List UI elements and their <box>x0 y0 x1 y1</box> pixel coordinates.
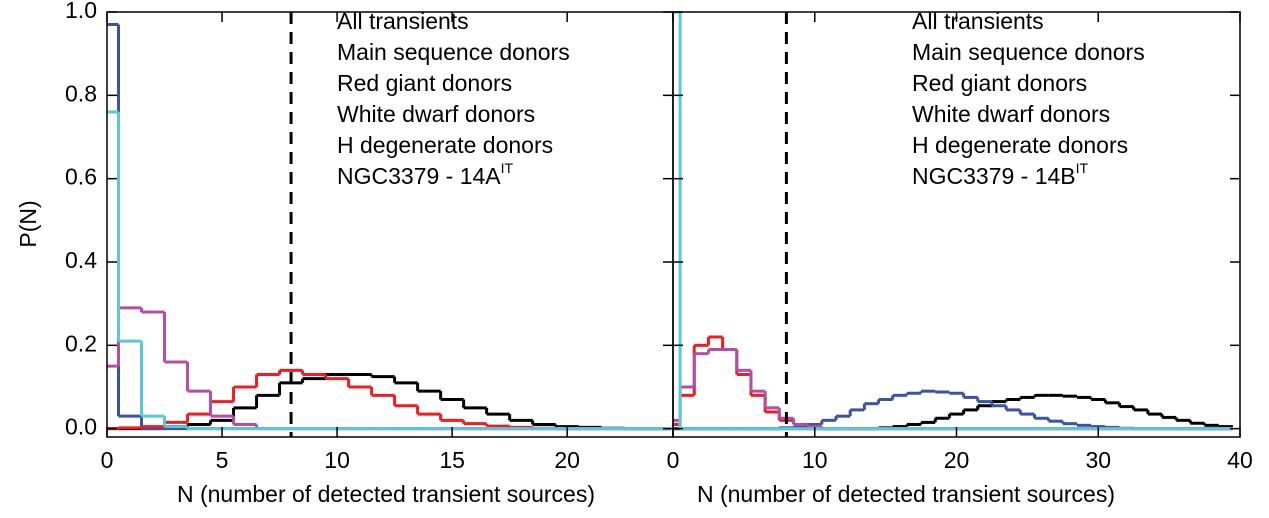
plot-area <box>673 12 1233 431</box>
legend-entry: All transients <box>337 8 469 34</box>
x-tick-label: 15 <box>439 447 465 473</box>
y-tick-label: 0.8 <box>65 80 97 106</box>
x-tick-label: 10 <box>324 447 350 473</box>
annotation: NGC3379 - 14BIT <box>912 160 1089 189</box>
panel: 0 10 20 30 40 N (number of detected transient… <box>667 8 1253 507</box>
legend-entry: Main sequence donors <box>912 39 1145 65</box>
y-tick-label: 0.0 <box>65 414 97 440</box>
annotation: NGC3379 - 14AIT <box>337 160 514 189</box>
y-tick-label: 1.0 <box>65 0 97 23</box>
x-tick-label: 10 <box>802 447 828 473</box>
x-tick-label: 20 <box>944 447 970 473</box>
x-tick-label: 40 <box>1227 447 1253 473</box>
annotation-text: NGC3379 - 14B <box>912 163 1076 189</box>
panel: 0 5 10 15 20 0.0 0.2 0.4 0.6 0.8 1.0 N (number of d… <box>15 0 674 507</box>
annotation-superscript: IT <box>1076 160 1089 176</box>
x-tick-label: 5 <box>216 447 229 473</box>
y-axis-label: P(N) <box>15 200 41 247</box>
x-tick-label: 20 <box>554 447 580 473</box>
legend-entry: H degenerate donors <box>912 132 1128 158</box>
y-tick-label: 0.4 <box>65 247 97 273</box>
x-axis-label: N (number of detected transient sources) <box>177 481 595 507</box>
y-tick-label: 0.6 <box>65 164 97 190</box>
annotation-superscript: IT <box>501 160 514 176</box>
legend-entry: Red giant donors <box>912 70 1087 96</box>
x-tick-label: 30 <box>1085 447 1111 473</box>
legend-entry: White dwarf donors <box>912 101 1110 127</box>
y-tick-label: 0.2 <box>65 330 97 356</box>
annotation-text: NGC3379 - 14A <box>337 163 501 189</box>
legend-entry: All transients <box>912 8 1044 34</box>
plot-area <box>107 23 671 431</box>
legend-entry: White dwarf donors <box>337 101 535 127</box>
x-tick-label: 0 <box>667 447 680 473</box>
legend-entry: H degenerate donors <box>337 132 553 158</box>
x-axis-label: N (number of detected transient sources) <box>697 481 1115 507</box>
legend-entry: Red giant donors <box>337 70 512 96</box>
legend-entry: Main sequence donors <box>337 39 570 65</box>
x-tick-label: 0 <box>101 447 114 473</box>
